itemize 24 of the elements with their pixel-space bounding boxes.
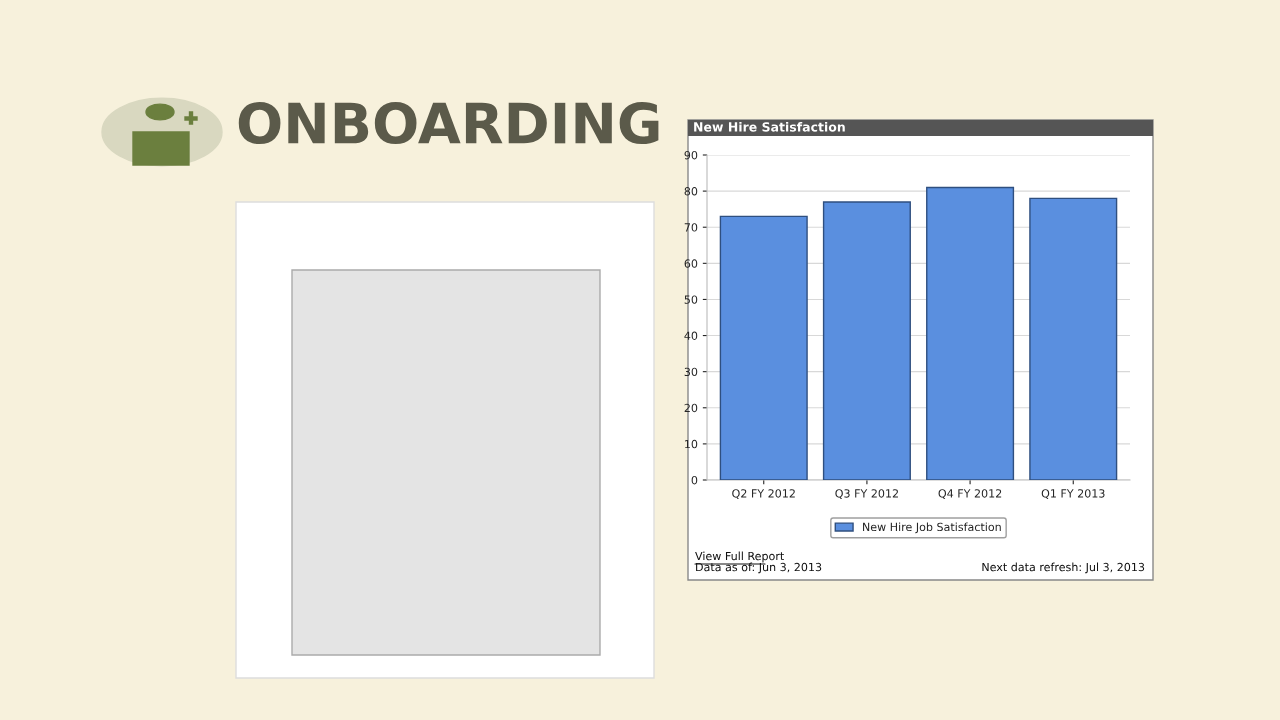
y-tick-label: 20	[684, 403, 698, 413]
legend-label: New Hire Job Satisfaction	[863, 522, 1001, 534]
y-tick-label: 60	[684, 259, 698, 268]
y-tick-label: 10	[685, 439, 698, 449]
bar	[926, 186, 1015, 480]
y-tick-label: 0	[691, 475, 698, 485]
bar	[719, 215, 808, 480]
chart-title: New Hire Satisfaction	[694, 121, 845, 132]
x-tick-label: Q3 FY 2012	[835, 489, 898, 499]
x-tick-label: Q4 FY 2012	[938, 489, 1002, 499]
text: Data as of: Jun 3, 2013	[696, 562, 822, 574]
y-tick-label: 80	[684, 187, 698, 196]
y-tick-label: 40	[684, 331, 698, 340]
text: Next data refresh: Jul 3, 2013	[982, 562, 1145, 574]
text: ONBOARDING	[238, 102, 659, 145]
y-tick-label: 90	[684, 150, 698, 160]
y-tick-label: 70	[684, 223, 698, 232]
x-tick-label: Q1 FY 2013	[1041, 489, 1105, 499]
text: View Full Report	[695, 551, 784, 563]
bar	[1029, 197, 1118, 480]
bar	[822, 201, 911, 480]
x-tick-label: Q2 FY 2012	[732, 489, 795, 499]
y-tick-label: 50	[684, 295, 698, 304]
y-tick-label: 30	[684, 367, 698, 377]
